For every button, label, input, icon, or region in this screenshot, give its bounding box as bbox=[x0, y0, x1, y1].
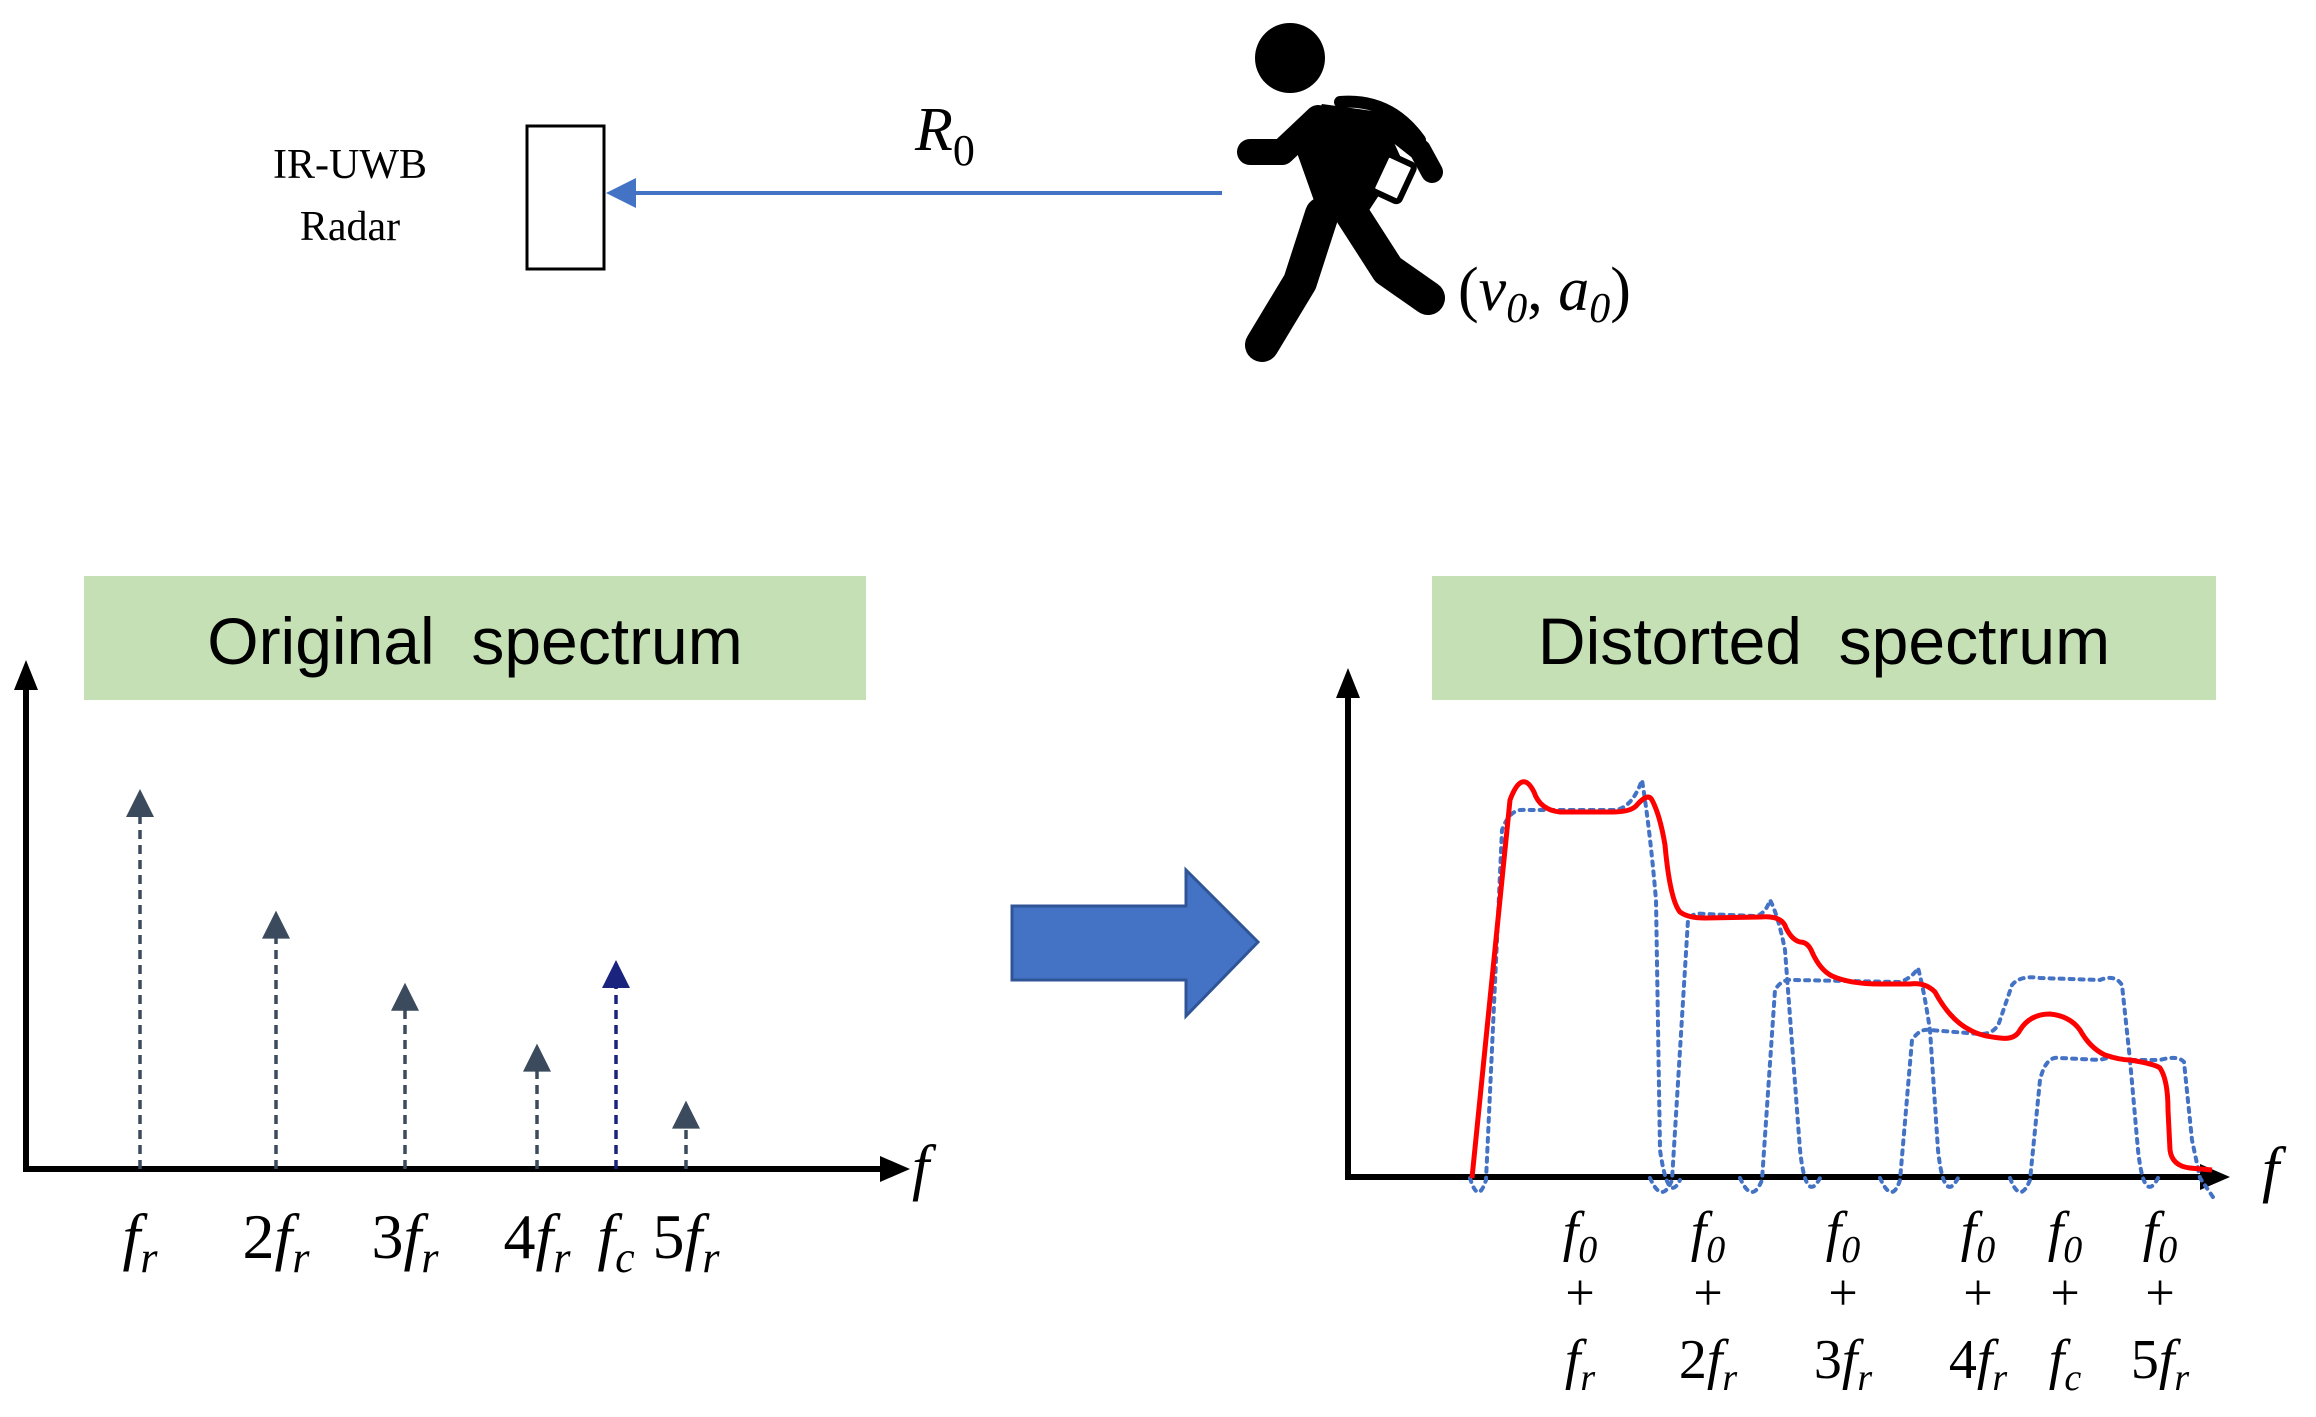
original-stems bbox=[126, 789, 700, 1169]
radar-box bbox=[525, 124, 606, 271]
original-spectrum-panel: Original spectrum f fr 2fr 3fr 4fr fc 5fr bbox=[14, 576, 937, 1282]
tick-harmonic: fr bbox=[1565, 1329, 1596, 1399]
tick-base-freq: f0 bbox=[1961, 1201, 1996, 1271]
tick-plus: + bbox=[2050, 1265, 2079, 1322]
tick-harmonic: 3fr bbox=[1814, 1329, 1873, 1399]
tick-plus: + bbox=[1565, 1265, 1594, 1322]
distorted-tick-4: f0+4fr bbox=[1949, 1201, 2008, 1399]
stem-label-5: fc bbox=[597, 1201, 635, 1282]
original-title: Original spectrum bbox=[207, 604, 743, 678]
distorted-spectrum-panel: Distorted spectrum f f0+frf0+2frf0+3frf0… bbox=[1336, 576, 2287, 1399]
tick-base-freq: f0 bbox=[1826, 1201, 1861, 1271]
tick-base-freq: f0 bbox=[1691, 1201, 1726, 1271]
harmonic-spectrum-2 bbox=[1648, 894, 1822, 1194]
range-label: R0 bbox=[914, 96, 975, 175]
tick-plus: + bbox=[1828, 1265, 1857, 1322]
tick-base-freq: f0 bbox=[2143, 1201, 2178, 1271]
original-title-bg bbox=[84, 576, 866, 700]
harmonic-spectra-dotted bbox=[1468, 779, 2217, 1202]
stem-head-1 bbox=[126, 789, 154, 817]
range-arrow-head bbox=[606, 178, 636, 208]
distorted-tick-5: f0+ fc bbox=[2048, 1201, 2083, 1399]
original-y-axis-arrowhead bbox=[14, 660, 38, 690]
original-tick-labels: fr 2fr 3fr 4fr fc 5fr bbox=[123, 1201, 721, 1282]
radar-label-line1: IR-UWB bbox=[273, 142, 427, 188]
distorted-envelope-curve bbox=[1469, 779, 2213, 1179]
distorted-tick-6: f0+5fr bbox=[2131, 1201, 2190, 1399]
tick-harmonic: 4fr bbox=[1949, 1329, 2008, 1399]
tick-harmonic: 2fr bbox=[1679, 1329, 1738, 1399]
tick-plus: + bbox=[2145, 1265, 2174, 1322]
distorted-y-axis-arrowhead bbox=[1336, 668, 1360, 698]
distorted-tick-1: f0+ fr bbox=[1563, 1201, 1598, 1399]
tick-base-freq: f0 bbox=[2048, 1201, 2083, 1271]
stem-head-3 bbox=[391, 982, 419, 1011]
target-kinematics-label: (v0, a0) bbox=[1458, 256, 1631, 332]
right-arrow-icon bbox=[1010, 866, 1261, 1020]
stem-label-3: 3fr bbox=[372, 1201, 440, 1282]
tick-harmonic: 5fr bbox=[2131, 1329, 2190, 1399]
harmonic-spectrum-1 bbox=[1468, 779, 1682, 1194]
original-axis-label: f bbox=[912, 1134, 937, 1202]
tick-plus: + bbox=[1963, 1265, 1992, 1322]
original-x-axis-arrowhead bbox=[880, 1156, 910, 1182]
stem-head-6 bbox=[672, 1100, 700, 1129]
stem-head-5 bbox=[602, 960, 630, 988]
distorted-tick-3: f0+3fr bbox=[1814, 1201, 1873, 1399]
range-arrow-group: R0 bbox=[606, 96, 1222, 208]
radar-label-line2: Radar bbox=[300, 204, 400, 250]
distorted-title: Distorted spectrum bbox=[1538, 604, 2110, 678]
stem-head-4 bbox=[523, 1043, 551, 1072]
tick-plus: + bbox=[1693, 1265, 1722, 1322]
stem-label-2: 2fr bbox=[243, 1201, 311, 1282]
tick-harmonic: fc bbox=[2049, 1329, 2082, 1399]
harmonic-spectrum-5 bbox=[2008, 1055, 2217, 1202]
radar-group: IR-UWB Radar bbox=[273, 124, 606, 271]
stem-head-2 bbox=[262, 910, 290, 939]
stem-label-1: fr bbox=[123, 1201, 159, 1282]
running-person-icon bbox=[1237, 23, 1445, 362]
harmonic-spectrum-3 bbox=[1738, 962, 1960, 1194]
stem-label-4: 4fr bbox=[504, 1201, 572, 1282]
distorted-axis-label: f bbox=[2262, 1136, 2287, 1204]
distorted-tick-2: f0+2fr bbox=[1679, 1201, 1738, 1399]
stem-label-6: 5fr bbox=[653, 1201, 721, 1282]
distorted-title-bg bbox=[1432, 576, 2216, 700]
tick-base-freq: f0 bbox=[1563, 1201, 1598, 1271]
harmonic-spectrum-4 bbox=[1878, 975, 2160, 1194]
